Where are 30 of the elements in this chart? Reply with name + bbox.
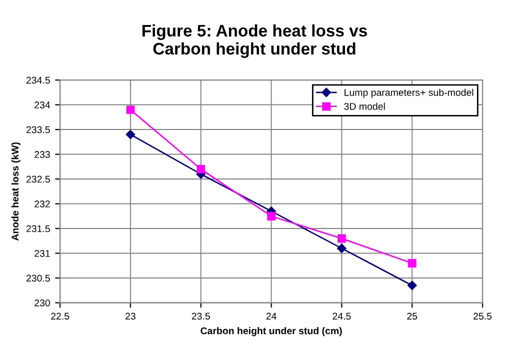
chart-title: Figure 5: Anode heat loss vs Carbon height under stud <box>142 24 367 58</box>
y-tick-label: 230 <box>34 299 50 306</box>
x-tick-label: 25 <box>407 312 418 320</box>
y-tick-label: 232 <box>34 200 50 208</box>
point <box>337 244 346 253</box>
point <box>407 280 417 290</box>
point <box>126 130 136 140</box>
y-tick-label: 232.5 <box>26 176 50 183</box>
y-tick-label: 233.5 <box>26 126 50 134</box>
y-tick-label: 230.5 <box>26 274 50 282</box>
point <box>408 259 416 268</box>
x-tick-label: 23 <box>126 312 136 320</box>
x-axis-title: Carbon height under stud (cm) <box>200 327 342 336</box>
point <box>338 234 346 243</box>
x-tick-label: 22.5 <box>51 312 70 320</box>
legend-label: Lump parameters+ sub-model <box>344 88 474 98</box>
y-tick-label: 231.5 <box>26 225 50 232</box>
y-tick-label: 231 <box>34 250 50 257</box>
y-tick-label: 234.5 <box>26 76 50 84</box>
point <box>267 212 276 220</box>
legend-label: 3D model <box>344 102 385 110</box>
point <box>126 106 135 114</box>
point <box>196 164 206 174</box>
x-tick-label: 24.5 <box>332 312 351 320</box>
y-tick-label: 233 <box>34 151 50 158</box>
y-axis-title: Anode heat loss (kW) <box>11 142 20 241</box>
x-tick-label: 23.5 <box>192 312 210 320</box>
y-tick-label: 234 <box>34 102 50 108</box>
x-tick-label: 24 <box>266 312 276 320</box>
x-tick-label: 25.5 <box>474 312 492 320</box>
